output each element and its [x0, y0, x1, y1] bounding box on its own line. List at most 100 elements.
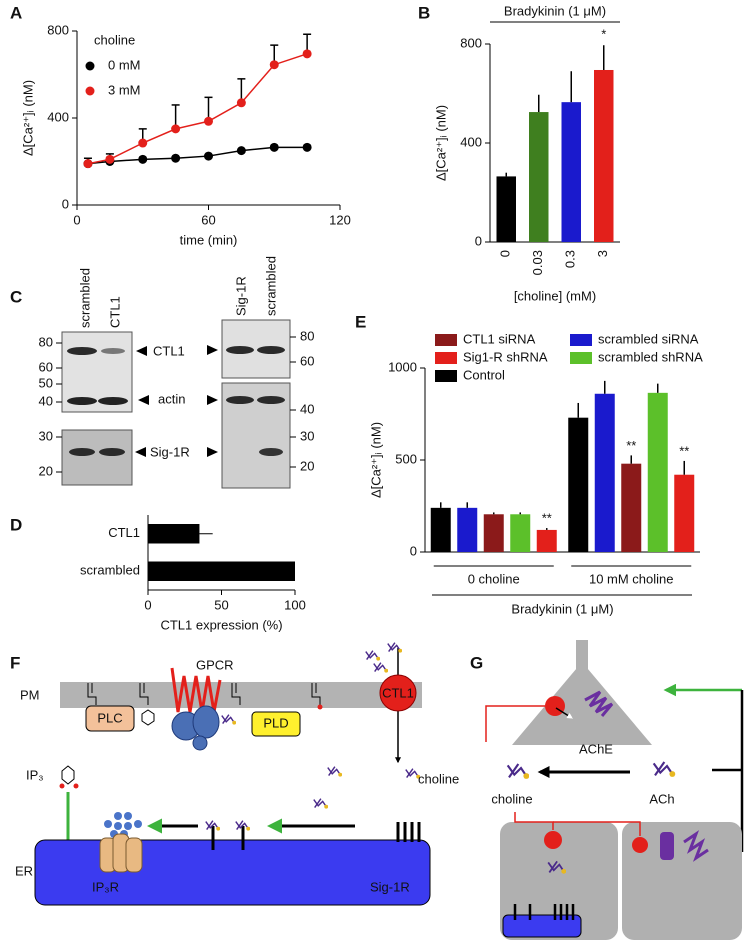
legend-label: Control	[463, 367, 505, 382]
ctl1-transporter	[379, 674, 417, 712]
x-axis-label: [choline] (mM)	[514, 288, 596, 303]
band-label: actin	[158, 391, 185, 406]
choline-molecule	[373, 661, 388, 674]
enzyme-label: PLC	[97, 710, 122, 725]
band-arrow	[138, 395, 149, 405]
band	[98, 397, 128, 405]
ion	[124, 812, 132, 820]
panel-label: A	[10, 3, 22, 22]
metabolite-label: choline	[418, 771, 459, 786]
series-line	[87, 53, 308, 165]
significance: **	[542, 511, 552, 526]
red-pathway	[485, 705, 545, 742]
inositol-ring	[141, 709, 155, 726]
er	[502, 914, 582, 938]
ion	[124, 822, 132, 830]
plasma-membrane	[60, 682, 422, 708]
marker-label: 20	[300, 458, 314, 473]
ion	[104, 820, 112, 828]
membrane-label: PM	[20, 687, 40, 702]
receptor	[584, 690, 614, 717]
bar	[647, 392, 668, 552]
significance: **	[679, 443, 689, 458]
phospholipid	[311, 683, 321, 705]
data-point	[138, 154, 148, 164]
legend-marker	[85, 61, 95, 71]
red-pathway	[553, 821, 641, 836]
receptor	[683, 830, 709, 862]
bar	[496, 176, 516, 242]
y-axis-label: Δ[Ca²⁺]ᵢ (nM)	[433, 105, 448, 181]
legend-label: 3 mM	[108, 82, 141, 97]
choline-molecule	[387, 641, 402, 654]
y-tick-label: 800	[47, 22, 69, 37]
legend-swatch	[570, 334, 592, 346]
ip3-ring	[61, 765, 75, 785]
lane-label: scrambled	[263, 256, 278, 316]
g-protein	[192, 735, 208, 751]
significance: *	[601, 27, 606, 42]
enzyme-label: AChE	[579, 741, 613, 756]
ip3r	[125, 837, 143, 873]
x-tick-label: 0	[73, 212, 80, 227]
y-tick-label: CTL1	[108, 525, 140, 540]
enzyme-label: PLD	[263, 715, 288, 730]
er	[34, 839, 431, 906]
ach-molecule	[652, 760, 677, 779]
bar	[529, 112, 549, 242]
choline-molecule	[221, 713, 236, 726]
band	[259, 448, 283, 456]
bar	[148, 524, 200, 544]
ctl1	[632, 837, 648, 853]
bar	[594, 393, 615, 552]
neuron-soma	[512, 662, 652, 745]
pld-box	[251, 711, 301, 737]
band	[226, 346, 254, 354]
legend-label: Sig1-R shRNA	[463, 349, 548, 364]
legend-swatch	[435, 334, 457, 346]
g-protein	[192, 705, 220, 739]
diagram-g: AChE choline ACh	[485, 640, 744, 940]
panel-label: G	[470, 653, 483, 672]
band-arrow	[136, 346, 147, 356]
bar	[430, 507, 451, 552]
x-tick-label: 120	[329, 212, 351, 227]
marker-label: 60	[300, 353, 314, 368]
panel-label: E	[355, 312, 366, 331]
blot	[61, 429, 133, 486]
x-tick-label: 60	[201, 212, 215, 227]
data-point	[269, 142, 279, 152]
x-axis-label: CTL1 expression (%)	[160, 617, 282, 632]
bar	[561, 102, 581, 242]
phospholipid	[87, 683, 97, 705]
channel	[660, 832, 674, 860]
uptake-arrow	[555, 707, 574, 719]
bar	[594, 69, 614, 242]
x-tick-label: 0	[498, 250, 513, 257]
bar	[621, 463, 642, 552]
receptor-label: GPCR	[196, 657, 234, 672]
legend-label: scrambled siRNA	[598, 331, 699, 346]
legend-title: choline	[94, 32, 135, 47]
data-point	[171, 124, 181, 134]
group-label: 10 mM choline	[589, 571, 674, 586]
choline-molecule	[313, 797, 328, 810]
lane-label: Sig-1R	[233, 276, 248, 316]
blots: scrambled CTL1 80 60 50 40 CTL1 actin 30…	[39, 256, 314, 489]
legend-label: scrambled shRNA	[598, 349, 703, 364]
x-tick-label: 0.3	[563, 250, 578, 268]
product-label: choline	[491, 791, 532, 806]
bar	[568, 417, 589, 552]
band	[226, 396, 254, 404]
ion	[114, 822, 122, 830]
phosphate	[73, 783, 79, 789]
band	[67, 347, 97, 355]
marker-label: 40	[39, 393, 53, 408]
series-line	[87, 146, 308, 165]
marker-label: 80	[39, 334, 53, 349]
legend-swatch	[435, 370, 457, 382]
panel-label: B	[418, 3, 430, 22]
bar	[148, 561, 295, 581]
significance: **	[626, 438, 636, 453]
